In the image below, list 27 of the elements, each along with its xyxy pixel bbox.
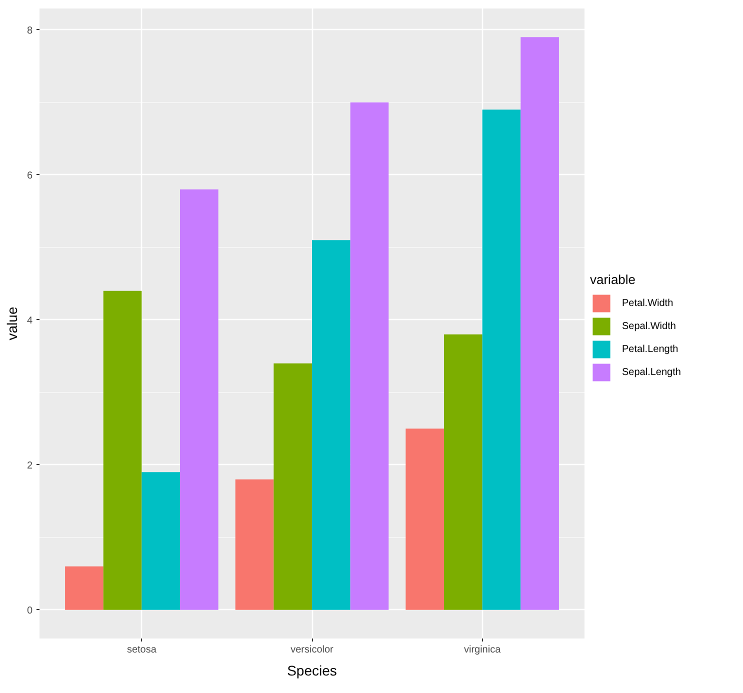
bar [274, 363, 312, 610]
legend-label: Petal.Width [622, 298, 674, 308]
y-tick-label: 4 [26, 315, 33, 326]
bar [520, 37, 559, 610]
y-tick-label: 8 [26, 25, 33, 36]
bar [180, 189, 218, 610]
bar [444, 334, 482, 610]
x-tick-label: setosa [126, 644, 157, 656]
bar [406, 428, 444, 610]
bar [235, 479, 274, 610]
legend-title: variable [590, 272, 637, 287]
x-axis-title: Species [287, 662, 337, 678]
y-axis-title: value [4, 306, 20, 340]
y-tick-label: 6 [26, 170, 33, 182]
bar [482, 110, 521, 610]
bar [312, 240, 350, 610]
y-tick-label: 0 [26, 605, 33, 616]
x-tick-label: virginica [464, 644, 502, 656]
bar [65, 566, 104, 610]
y-tick-label: 2 [26, 460, 33, 472]
legend-label: Petal.Length [622, 344, 678, 354]
bar [142, 472, 180, 610]
bar [103, 290, 142, 610]
legend-label: Sepal.Width [622, 320, 676, 332]
legend-label: Sepal.Length [622, 366, 681, 378]
bar [350, 102, 389, 610]
x-tick-label: versicolor [290, 644, 334, 656]
